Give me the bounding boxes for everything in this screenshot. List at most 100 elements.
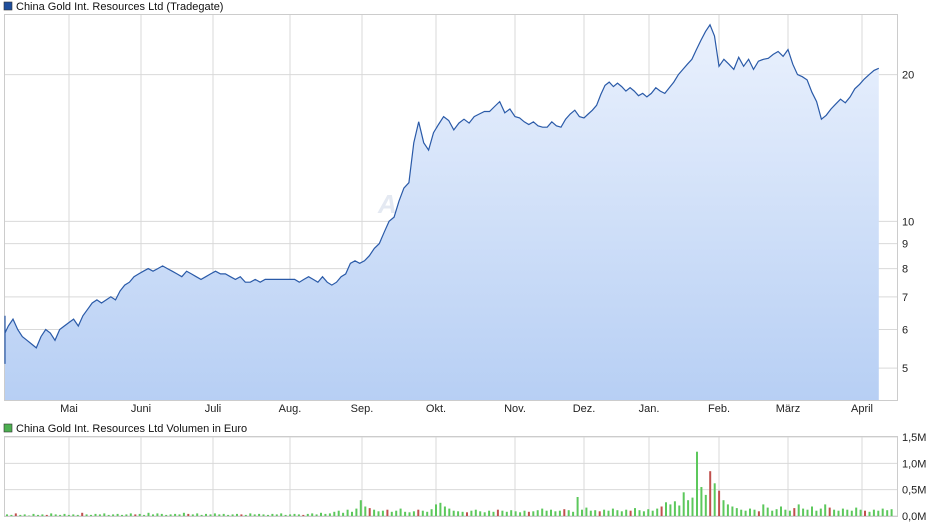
volume-y-tick-label: 0,0M xyxy=(902,511,926,523)
volume-bar xyxy=(572,511,575,516)
volume-bar xyxy=(320,512,322,516)
volume-bar xyxy=(881,508,884,516)
price-plot-frame xyxy=(4,14,898,401)
volume-bar xyxy=(10,514,13,516)
volume-bar xyxy=(395,510,398,516)
volume-bar xyxy=(439,502,442,516)
x-tick-label: Feb. xyxy=(708,403,730,415)
volume-bar xyxy=(536,510,539,516)
volume-bar xyxy=(603,509,606,516)
volume-bar xyxy=(718,490,721,516)
volume-bar xyxy=(271,513,274,516)
volume-bar xyxy=(519,512,522,516)
volume-bar xyxy=(218,514,221,516)
volume-bar xyxy=(541,508,544,516)
volume-bar xyxy=(364,506,367,516)
volume-bar xyxy=(788,510,791,516)
volume-chart-title: China Gold Int. Resources Ltd Volumen in… xyxy=(16,423,247,435)
volume-bar xyxy=(32,513,35,516)
volume-bar xyxy=(377,511,380,516)
volume-bar xyxy=(37,514,39,516)
volume-bar xyxy=(642,511,645,516)
volume-bar xyxy=(479,511,482,516)
volume-bar xyxy=(726,504,729,516)
x-tick-label: Juni xyxy=(131,403,151,415)
volume-bar xyxy=(691,497,694,516)
volume-bar xyxy=(850,510,853,516)
volume-bar xyxy=(178,514,181,516)
volume-bar xyxy=(461,511,464,516)
volume-legend-swatch xyxy=(3,423,13,433)
volume-bar xyxy=(797,504,800,516)
volume-bar xyxy=(213,513,216,516)
volume-bar xyxy=(678,505,681,516)
volume-bar xyxy=(19,514,22,516)
x-tick-label: Dez. xyxy=(573,403,596,415)
volume-bar xyxy=(121,514,123,516)
volume-bar xyxy=(735,508,738,516)
volume-bar xyxy=(408,512,411,516)
volume-bar xyxy=(558,510,561,516)
volume-bar xyxy=(315,514,318,516)
volume-bar xyxy=(152,514,154,516)
volume-bar xyxy=(470,510,473,516)
volume-bar xyxy=(112,514,115,516)
volume-bar xyxy=(709,471,712,516)
volume-bar xyxy=(196,513,199,516)
volume-bar xyxy=(567,510,570,516)
price-y-tick-label: 6 xyxy=(902,324,908,336)
volume-bar xyxy=(483,512,486,516)
volume-bar xyxy=(457,511,460,516)
volume-bar xyxy=(23,514,26,516)
volume-bar xyxy=(620,511,623,516)
price-area-fill xyxy=(5,24,879,401)
volume-bar xyxy=(749,508,751,516)
volume-bar xyxy=(634,508,636,516)
volume-bar xyxy=(665,502,667,516)
volume-bar xyxy=(784,509,787,516)
volume-bar xyxy=(275,514,278,516)
x-tick-label: April xyxy=(851,403,873,415)
volume-bar xyxy=(134,514,137,516)
volume-bar xyxy=(143,514,146,516)
volume-bar xyxy=(430,509,433,516)
volume-bar xyxy=(205,513,207,516)
volume-bar xyxy=(859,509,862,516)
volume-bar xyxy=(302,514,305,516)
volume-bar xyxy=(182,512,185,516)
volume-bar xyxy=(585,507,588,516)
volume-bar xyxy=(607,510,610,516)
volume-bar xyxy=(443,506,446,516)
volume-bar xyxy=(174,513,177,516)
volume-bar xyxy=(390,511,393,516)
volume-bar xyxy=(76,514,79,516)
x-tick-label: März xyxy=(776,403,800,415)
volume-y-axis: 0,0M 0,5M 1,0M 1,5M xyxy=(902,432,926,523)
volume-bar xyxy=(399,508,402,516)
volume-bar xyxy=(616,510,619,516)
volume-bar xyxy=(550,509,552,516)
volume-bar xyxy=(638,510,641,516)
volume-bar xyxy=(673,501,676,516)
volume-bar xyxy=(306,513,309,516)
price-y-tick-label: 8 xyxy=(902,264,908,276)
x-axis: Mai Juni Juli Aug. Sep. Okt. Nov. Dez. Jan. Feb. M… xyxy=(60,403,873,415)
price-series-line xyxy=(4,23,880,364)
volume-bar xyxy=(236,513,238,516)
volume-bar xyxy=(337,510,340,516)
volume-bar xyxy=(169,514,172,516)
volume-bar xyxy=(687,500,690,516)
volume-bar xyxy=(404,511,407,516)
x-tick-label: Okt. xyxy=(426,403,446,415)
volume-bar xyxy=(54,514,57,516)
volume-bar xyxy=(563,509,566,516)
volume-bar xyxy=(753,509,756,516)
x-tick-label: Jan. xyxy=(639,403,660,415)
volume-bar xyxy=(594,510,597,516)
price-legend-swatch xyxy=(3,1,13,11)
volume-bar xyxy=(554,511,557,516)
volume-bar xyxy=(63,513,66,516)
x-tick-label: Juli xyxy=(205,403,222,415)
volume-bar xyxy=(103,513,106,516)
